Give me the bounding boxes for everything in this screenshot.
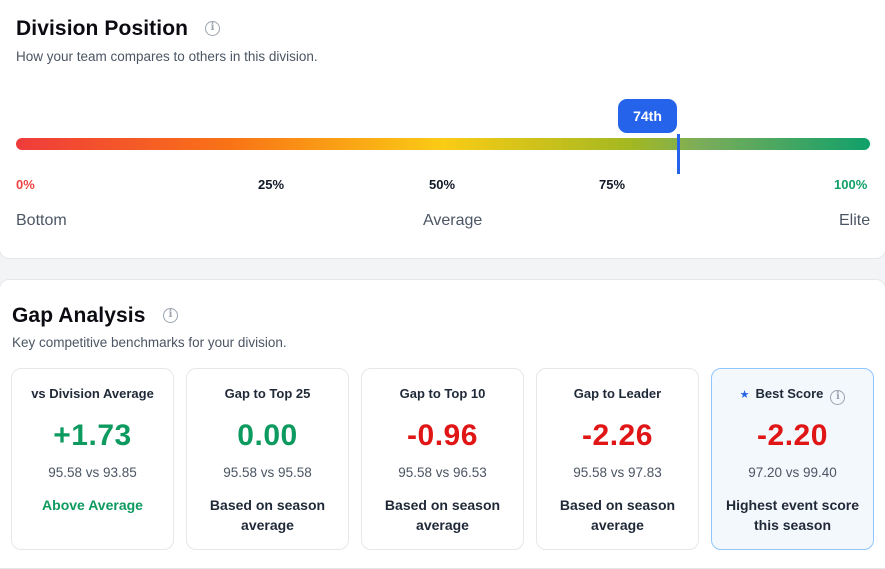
card-title: Gap to Leader (573, 386, 662, 401)
range-label-elite: Elite (839, 212, 871, 229)
card-title: vs Division Average (31, 386, 154, 401)
percentile-badge: 74th (618, 99, 677, 133)
division-position-subtitle: How your team compares to others in this… (16, 49, 318, 64)
card-note: Highest event score this season (725, 497, 860, 533)
card-value: -2.26 (582, 419, 653, 452)
card-comparison: 95.58 vs 97.83 (573, 465, 662, 480)
card-title: Best Score (755, 386, 824, 401)
card-value: -2.20 (757, 419, 828, 452)
card-comparison: 95.58 vs 95.58 (223, 465, 312, 480)
division-position-title: Division Position (16, 17, 189, 40)
percentile-gradient-bar (16, 138, 870, 150)
card-status: Above Average (42, 497, 143, 513)
gap-analysis-title: Gap Analysis (12, 304, 146, 327)
card-comparison: 95.58 vs 93.85 (48, 465, 137, 480)
info-icon[interactable]: i (205, 21, 220, 36)
card-value: 0.00 (237, 419, 298, 452)
card-comparison: 97.20 vs 99.40 (748, 465, 837, 480)
benchmark-card-top-10: Gap to Top 10 -0.96 95.58 vs 96.53 Based… (361, 368, 524, 550)
gap-analysis-subtitle: Key competitive benchmarks for your divi… (12, 335, 287, 350)
benchmark-card-division-average: vs Division Average +1.73 95.58 vs 93.85… (11, 368, 174, 550)
star-icon: ★ (739, 389, 750, 401)
info-icon[interactable]: i (163, 308, 178, 323)
range-label-average: Average (423, 212, 483, 229)
card-note: Based on season average (559, 497, 676, 533)
range-label-bottom: Bottom (16, 212, 67, 229)
benchmark-card-best-score: ★ Best Score i -2.20 97.20 vs 99.40 Highes… (711, 368, 874, 550)
card-note: Based on season average (384, 497, 501, 533)
tick-50: 50% (429, 177, 456, 192)
percentile-marker (677, 134, 680, 174)
benchmark-card-leader: Gap to Leader -2.26 95.58 vs 97.83 Based… (536, 368, 699, 550)
tick-0: 0% (16, 177, 35, 192)
card-value: -0.96 (407, 419, 478, 452)
card-title-row: ★ Best Score i (712, 386, 873, 405)
card-note: Based on season average (209, 497, 326, 533)
tick-75: 75% (599, 177, 626, 192)
benchmark-card-top-25: Gap to Top 25 0.00 95.58 vs 95.58 Based … (186, 368, 349, 550)
card-title: Gap to Top 10 (399, 386, 486, 401)
tick-100: 100% (834, 177, 868, 192)
division-position-panel: Division Position i How your team compar… (0, 0, 885, 259)
card-title: Gap to Top 25 (224, 386, 311, 401)
card-comparison: 95.58 vs 96.53 (398, 465, 487, 480)
tick-25: 25% (258, 177, 285, 192)
info-icon[interactable]: i (830, 390, 846, 405)
card-value: +1.73 (53, 419, 132, 452)
